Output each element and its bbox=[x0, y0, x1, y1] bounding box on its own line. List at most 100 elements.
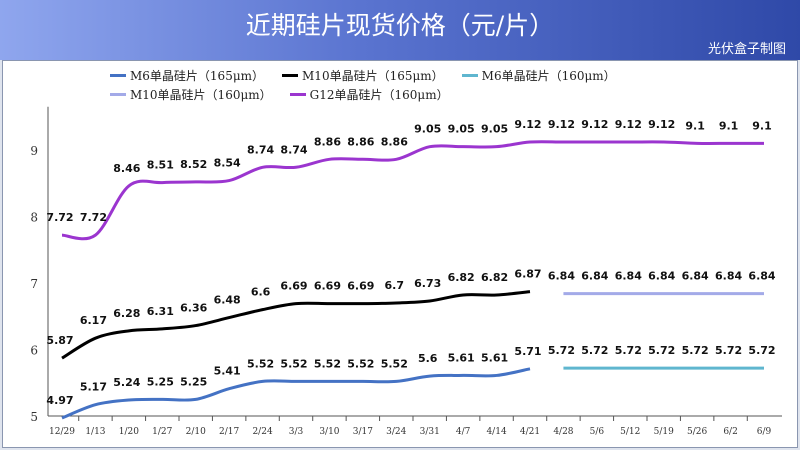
x-tick-label: 2/17 bbox=[219, 427, 239, 437]
data-label: 5.72 bbox=[682, 344, 709, 357]
chart-title: 近期硅片现货价格（元/片） bbox=[245, 11, 555, 40]
data-label: 6.82 bbox=[448, 271, 475, 284]
x-tick-label: 4/28 bbox=[553, 427, 573, 437]
data-label: 5.52 bbox=[247, 357, 274, 370]
x-tick-label: 6/2 bbox=[723, 427, 737, 437]
data-label: 5.72 bbox=[615, 344, 642, 357]
data-label: 6.73 bbox=[414, 277, 441, 290]
y-tick-label: 5 bbox=[30, 410, 38, 424]
legend-label: G12单晶硅片（160μm） bbox=[309, 87, 449, 102]
x-tick-label: 3/3 bbox=[289, 427, 304, 437]
data-label: 9.1 bbox=[752, 119, 772, 132]
data-label: 6.84 bbox=[748, 270, 775, 283]
y-tick-label: 8 bbox=[30, 211, 38, 225]
data-label: 5.25 bbox=[180, 375, 207, 388]
data-label: 6.31 bbox=[147, 305, 174, 318]
data-label: 7.72 bbox=[80, 211, 107, 224]
data-label: 9.1 bbox=[719, 119, 739, 132]
x-tick-label: 1/27 bbox=[152, 427, 172, 437]
data-label: 5.72 bbox=[748, 344, 775, 357]
legend-label: M10单晶硅片（165μm） bbox=[302, 69, 444, 83]
x-tick-label: 12/29 bbox=[49, 427, 75, 437]
legend-item: M6单晶硅片（160μm） bbox=[461, 67, 616, 85]
x-tick-label: 3/10 bbox=[319, 427, 339, 437]
data-label: 8.86 bbox=[347, 135, 374, 148]
data-label: 5.61 bbox=[448, 351, 475, 364]
legend-label: M6单晶硅片（165μm） bbox=[130, 69, 265, 83]
data-label: 6.82 bbox=[481, 271, 508, 284]
legend-label: M6单晶硅片（160μm） bbox=[481, 69, 616, 83]
data-label: 5.6 bbox=[418, 352, 438, 365]
data-label: 5.87 bbox=[46, 334, 73, 347]
data-label: 6.84 bbox=[581, 270, 608, 283]
data-label: 9.05 bbox=[448, 123, 475, 136]
data-label: 8.52 bbox=[180, 158, 207, 171]
data-label: 6.84 bbox=[615, 270, 642, 283]
series-line-4 bbox=[61, 140, 764, 241]
x-tick-label: 5/19 bbox=[654, 427, 674, 437]
data-label: 7.72 bbox=[46, 211, 73, 224]
data-label: 8.46 bbox=[113, 162, 140, 175]
x-tick-label: 3/31 bbox=[420, 427, 440, 437]
data-label: 6.7 bbox=[385, 279, 405, 292]
data-label: 8.51 bbox=[147, 159, 174, 172]
data-label: 9.12 bbox=[548, 118, 575, 131]
data-label: 5.41 bbox=[214, 365, 241, 378]
x-tick-label: 1/20 bbox=[119, 427, 139, 437]
x-tick-label: 5/26 bbox=[687, 427, 707, 437]
data-label: 9.05 bbox=[414, 123, 441, 136]
x-tick-label: 2/24 bbox=[252, 427, 272, 437]
data-label: 6.48 bbox=[214, 294, 241, 307]
data-label: 5.52 bbox=[381, 357, 408, 370]
data-label: 6.28 bbox=[113, 307, 140, 320]
data-label: 8.86 bbox=[314, 135, 341, 148]
data-label: 5.52 bbox=[280, 357, 307, 370]
data-label: 6.69 bbox=[280, 280, 307, 293]
legend: M6单晶硅片（165μm） M10单晶硅片（165μm） M6单晶硅片（160μm）… bbox=[110, 66, 730, 103]
x-tick-label: 4/14 bbox=[486, 427, 506, 437]
x-tick-label: 6/9 bbox=[757, 427, 772, 437]
x-tick-label: 3/24 bbox=[386, 427, 406, 437]
series-line-0 bbox=[61, 367, 531, 420]
data-label: 6.36 bbox=[180, 302, 207, 315]
data-label: 5.24 bbox=[113, 376, 140, 389]
legend-item: G12单晶硅片（160μm） bbox=[289, 85, 449, 103]
data-label: 5.72 bbox=[548, 344, 575, 357]
data-label: 6.87 bbox=[514, 268, 541, 281]
data-label: 5.72 bbox=[648, 344, 675, 357]
chart-panel bbox=[2, 60, 798, 448]
data-label: 6.84 bbox=[648, 270, 675, 283]
data-label: 6.69 bbox=[314, 280, 341, 293]
credit-text: 光伏盒子制图 bbox=[707, 42, 786, 57]
data-label: 5.52 bbox=[314, 357, 341, 370]
data-label: 6.84 bbox=[548, 270, 575, 283]
data-label: 6.84 bbox=[682, 270, 709, 283]
y-tick-label: 7 bbox=[30, 277, 38, 291]
x-tick-label: 2/10 bbox=[186, 427, 206, 437]
legend-item: M10单晶硅片（160μm） bbox=[110, 85, 272, 103]
data-label: 4.97 bbox=[46, 394, 73, 407]
data-label: 9.12 bbox=[615, 118, 642, 131]
legend-label: M10单晶硅片（160μm） bbox=[130, 87, 272, 102]
legend-swatch bbox=[282, 74, 299, 77]
legend-swatch bbox=[110, 92, 126, 96]
legend-swatch bbox=[289, 92, 306, 96]
x-tick-label: 3/17 bbox=[353, 427, 373, 437]
data-label: 8.74 bbox=[280, 143, 307, 156]
data-label: 5.72 bbox=[581, 344, 608, 357]
legend-item: M10单晶硅片（165μm） bbox=[282, 67, 444, 85]
legend-swatch bbox=[110, 74, 126, 77]
data-label: 9.12 bbox=[648, 118, 675, 131]
data-label: 5.61 bbox=[481, 351, 508, 364]
x-tick-label: 1/13 bbox=[85, 427, 105, 437]
legend-item: M6单晶硅片（165μm） bbox=[110, 67, 264, 85]
data-label: 6.84 bbox=[715, 270, 742, 283]
series-line-1 bbox=[61, 290, 531, 360]
x-tick-label: 5/6 bbox=[590, 427, 605, 437]
data-label: 8.74 bbox=[247, 143, 274, 156]
legend-swatch bbox=[461, 74, 478, 77]
data-label: 8.86 bbox=[381, 135, 408, 148]
data-label: 9.12 bbox=[581, 118, 608, 131]
data-label: 5.25 bbox=[147, 375, 174, 388]
